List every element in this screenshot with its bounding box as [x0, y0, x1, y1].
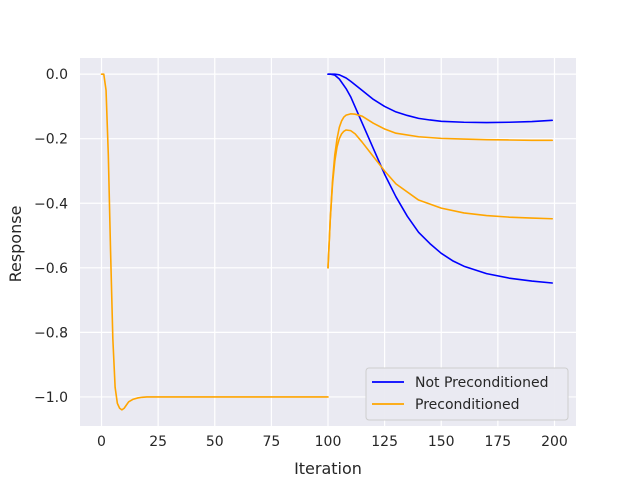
x-tick-label: 150	[428, 434, 455, 450]
x-tick-label: 175	[484, 434, 511, 450]
y-tick-label: 0.0	[46, 67, 68, 83]
x-axis-label: Iteration	[294, 459, 362, 478]
legend-box	[365, 367, 569, 421]
x-tick-label: 0	[97, 434, 106, 450]
x-axis-ticks: 0 25 50 75 100 125 150 175 200	[97, 434, 568, 450]
y-tick-label: −0.4	[34, 196, 68, 212]
series-line-not-preconditioned-1	[327, 73, 554, 124]
legend-label-preconditioned: Preconditioned	[415, 397, 520, 413]
legend-label-not-preconditioned: Not Preconditioned	[415, 375, 548, 391]
x-tick-label: 50	[206, 434, 224, 450]
y-tick-label: −0.6	[34, 261, 68, 277]
x-tick-label: 100	[315, 434, 342, 450]
y-tick-label: −0.8	[34, 325, 68, 341]
series-line-not-preconditioned-2	[327, 73, 554, 284]
y-axis-ticks: 0.0 −0.2 −0.4 −0.6 −0.8 −1.0	[34, 67, 68, 406]
series-lines	[100, 73, 554, 411]
series-line-preconditioned-3	[327, 113, 554, 269]
x-tick-label: 75	[262, 434, 280, 450]
x-tick-label: 125	[371, 434, 398, 450]
y-tick-label: −1.0	[34, 390, 68, 406]
x-tick-label: 200	[541, 434, 568, 450]
y-tick-label: −0.2	[34, 132, 68, 148]
series-line-preconditioned-4	[327, 129, 554, 269]
y-axis-label: Response	[6, 206, 25, 283]
legend: Not Preconditioned Preconditioned	[365, 367, 569, 421]
x-tick-label: 25	[149, 434, 167, 450]
series-line-preconditioned-0	[100, 73, 329, 411]
